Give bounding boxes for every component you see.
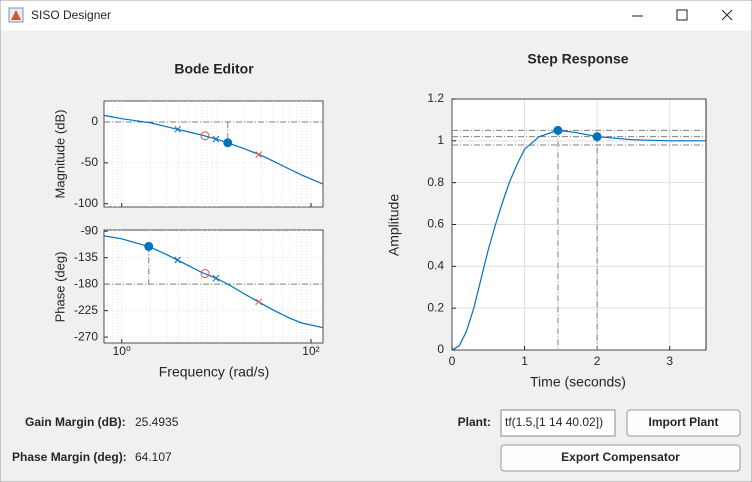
y-tick-label: 0.6 [427, 217, 444, 231]
settling-point [592, 132, 602, 142]
plant-label: Plant: [458, 415, 491, 429]
step-title: Step Response [527, 51, 628, 67]
import-plant-button-label[interactable]: Import Plant [648, 415, 718, 429]
title-bar [0, 0, 752, 31]
x-tick-label: 10⁰ [113, 344, 131, 358]
pole-marker [174, 256, 181, 264]
y-tick-label: -100 [74, 196, 98, 210]
magnitude-curve [103, 114, 324, 185]
peak-point [553, 125, 563, 135]
y-tick-label: 1 [437, 133, 444, 147]
bode-x-label: Frequency (rad/s) [159, 364, 269, 380]
close-button[interactable] [721, 9, 733, 21]
step-axes-border [451, 98, 707, 351]
bode-title: Bode Editor [174, 61, 254, 77]
app-icon [8, 7, 24, 23]
y-tick-label: -90 [81, 223, 99, 237]
phase-margin-value: 64.107 [135, 450, 172, 464]
gain-margin-label: Gain Margin (dB): [25, 415, 126, 429]
magnitude-y-label: Magnitude (dB) [52, 110, 67, 199]
y-tick-label: 0 [91, 114, 98, 128]
y-tick-label: 0.8 [427, 175, 444, 189]
pole-marker [255, 151, 263, 159]
phase-margin-point [144, 241, 154, 251]
y-tick-label: -50 [81, 155, 99, 169]
magnitude-axes [103, 100, 324, 208]
y-tick-label: -135 [74, 250, 98, 264]
maximize-button[interactable] [676, 9, 688, 21]
gain-margin-value: 25.4935 [135, 415, 179, 429]
export-compensator-button-label[interactable]: Export Compensator [561, 450, 680, 464]
step-y-label: Amplitude [386, 194, 402, 256]
y-tick-label: -180 [74, 276, 98, 290]
step-x-label: Time (seconds) [530, 374, 626, 390]
gain-margin-point [223, 138, 233, 148]
phase-margin-label: Phase Margin (deg): [12, 450, 127, 464]
x-tick-label: 0 [449, 354, 456, 368]
zero-marker [200, 131, 210, 141]
pole-marker [212, 135, 220, 143]
pole-marker [212, 274, 220, 282]
pole-marker [255, 298, 263, 306]
y-tick-label: 0.4 [427, 259, 444, 273]
phase-curve [103, 235, 324, 329]
step-curve [451, 129, 706, 351]
zero-marker [200, 269, 210, 279]
y-tick-label: 0.2 [427, 300, 444, 314]
y-tick-label: 1.2 [427, 91, 444, 105]
phase-y-label: Phase (deg) [52, 252, 67, 323]
plant-input-text[interactable]: tf(1.5,[1 14 40.02]) [505, 415, 603, 429]
pole-marker [174, 125, 181, 133]
plant-input[interactable] [500, 409, 616, 437]
import-plant-button[interactable] [626, 409, 741, 437]
x-tick-label: 1 [521, 354, 528, 368]
y-tick-label: -270 [74, 329, 98, 343]
phase-axes [103, 229, 324, 344]
y-tick-label: -225 [74, 303, 98, 317]
x-tick-label: 10² [302, 344, 319, 358]
x-tick-label: 3 [666, 354, 673, 368]
export-compensator-button[interactable] [500, 444, 741, 472]
x-tick-label: 2 [594, 354, 601, 368]
y-tick-label: 0 [437, 342, 444, 356]
window-title: SISO Designer [31, 8, 111, 22]
